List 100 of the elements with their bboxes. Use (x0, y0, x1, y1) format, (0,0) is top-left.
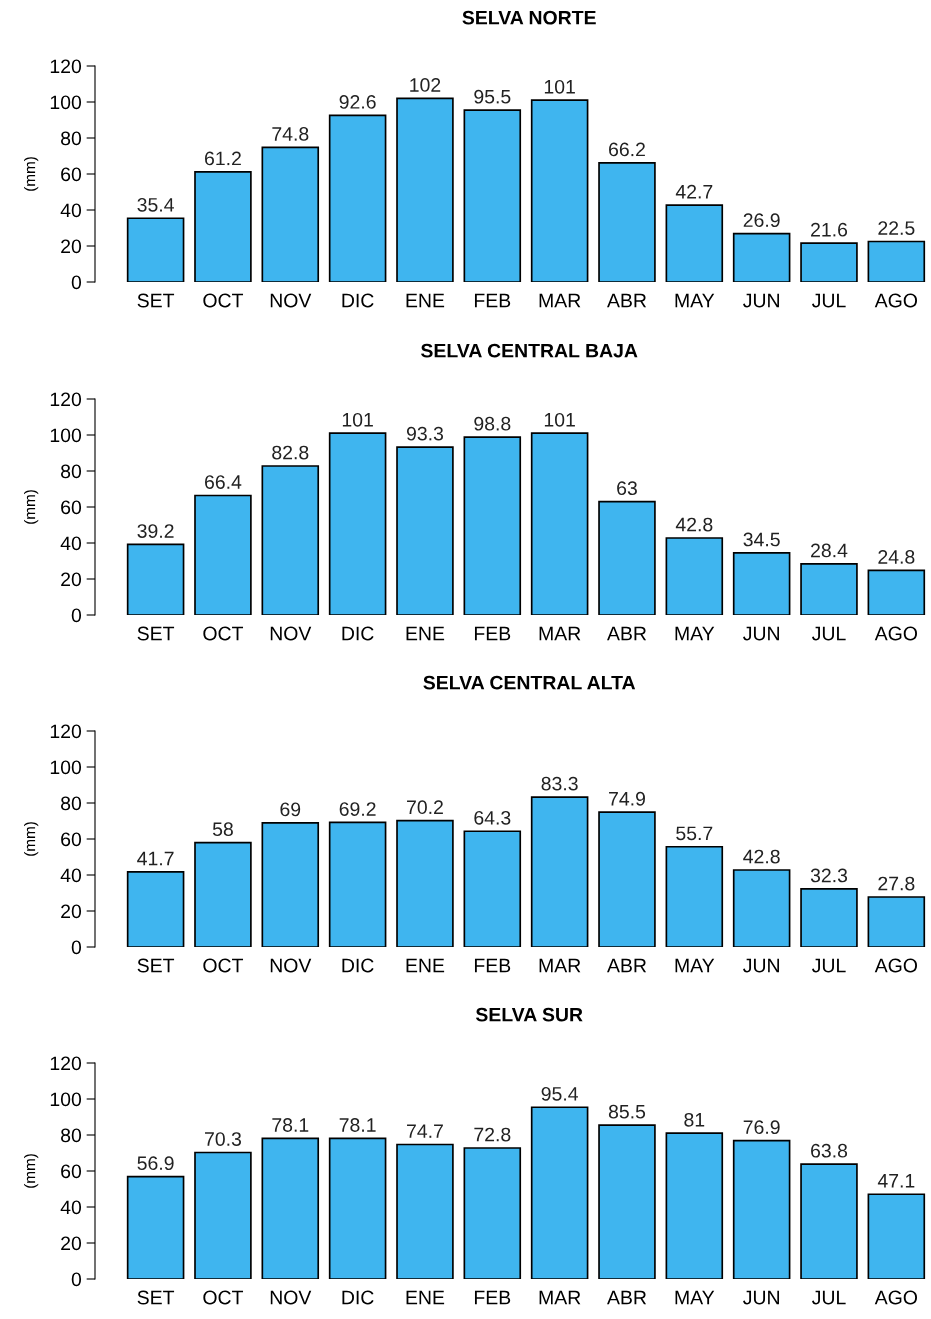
x-tick-label: JUN (743, 958, 779, 973)
bar (328, 1137, 387, 1279)
bar (530, 432, 589, 615)
y-tick-label: 80 (61, 1128, 82, 1143)
data-label: 69 (280, 802, 301, 817)
x-tick-label: AGO (874, 958, 918, 973)
data-label: 74.7 (407, 1124, 443, 1138)
y-tick-label: 100 (50, 760, 82, 775)
y-tick-label: 20 (61, 904, 82, 919)
bar (328, 114, 387, 282)
bar (665, 537, 724, 615)
data-label: 66.2 (609, 142, 645, 157)
chart-title: SELVA CENTRAL BAJA (420, 343, 638, 358)
data-label: 70.3 (205, 1132, 242, 1146)
x-tick-label: NOV (270, 626, 312, 641)
y-tick-label: 80 (61, 796, 82, 811)
x-tick-label: JUL (812, 958, 846, 973)
x-tick-label: DIC (342, 958, 374, 973)
y-axis-title: (mm) (24, 822, 39, 856)
bar (194, 1151, 252, 1279)
bar (665, 845, 724, 947)
y-tick-label: 120 (50, 392, 82, 407)
data-label: 56.9 (137, 1156, 174, 1171)
y-tick-label: 80 (61, 464, 82, 479)
data-label: 69.2 (339, 802, 376, 816)
y-tick-label: 120 (50, 59, 82, 74)
data-label: 58 (212, 822, 233, 837)
data-label: 34.5 (743, 532, 780, 547)
bar (800, 563, 858, 615)
data-label: 95.5 (474, 89, 511, 104)
data-label: 85.5 (608, 1104, 646, 1119)
x-tick-label: OCT (203, 1290, 244, 1305)
x-tick-label: FEB (474, 958, 511, 973)
data-label: 98.8 (474, 416, 511, 431)
x-tick-label: DIC (342, 1290, 374, 1305)
bar (261, 465, 320, 615)
x-tick-label: FEB (474, 293, 511, 308)
x-tick-label: AGO (874, 1290, 918, 1305)
bar (732, 1139, 791, 1279)
x-tick-label: ABR (607, 958, 647, 973)
x-tick-label: JUL (812, 293, 846, 308)
bar (530, 796, 589, 947)
x-tick-label: SET (137, 958, 175, 973)
x-tick-label: AGO (874, 626, 918, 641)
x-tick-label: ABR (607, 293, 647, 308)
bar (732, 869, 791, 947)
bar (261, 146, 320, 282)
bar (598, 500, 656, 615)
data-label: 82.8 (272, 445, 309, 460)
bar (463, 1147, 522, 1279)
x-tick-label: ENE (406, 293, 445, 308)
bar (328, 821, 387, 947)
x-tick-label: SET (137, 1290, 175, 1305)
y-tick-label: 20 (61, 1236, 82, 1251)
data-label: 64.3 (474, 810, 511, 825)
data-label: 95.4 (541, 1086, 578, 1101)
y-axis-title: (mm) (24, 490, 39, 524)
data-label: 61.2 (205, 151, 241, 166)
y-axis-title: (mm) (24, 157, 39, 191)
y-tick-label: 0 (71, 608, 82, 623)
y-axis-title: (mm) (24, 1154, 39, 1188)
bar (261, 1137, 320, 1279)
x-tick-label: OCT (203, 626, 244, 641)
x-tick-label: MAR (539, 626, 581, 641)
x-tick-label: ENE (406, 626, 445, 641)
bar (463, 109, 522, 282)
bar (598, 811, 656, 947)
data-label: 81 (684, 1112, 705, 1127)
bar (665, 1132, 724, 1279)
x-tick-label: MAY (675, 293, 715, 308)
data-label: 39.2 (137, 524, 174, 538)
data-label: 74.9 (609, 791, 645, 806)
x-tick-label: JUL (812, 1290, 846, 1305)
chart-title: SELVA CENTRAL ALTA (423, 675, 636, 690)
data-label: 93.3 (406, 426, 444, 441)
bar (800, 242, 858, 282)
data-label: 78.1 (339, 1118, 376, 1132)
data-label: 101 (544, 412, 575, 427)
x-tick-label: MAY (675, 1290, 715, 1305)
bar (194, 841, 252, 947)
data-label: 42.7 (675, 184, 713, 199)
x-tick-label: AGO (874, 293, 918, 308)
x-tick-label: DIC (342, 626, 374, 641)
y-tick-label: 60 (61, 1164, 82, 1179)
y-tick-label: 40 (60, 1200, 82, 1215)
x-tick-label: FEB (474, 626, 511, 641)
bar (867, 1193, 926, 1279)
bar (396, 1143, 454, 1279)
data-label: 47.1 (877, 1174, 915, 1188)
y-tick-label: 120 (50, 1056, 82, 1071)
bar (396, 446, 454, 615)
y-tick-label: 100 (50, 1092, 82, 1107)
bar (530, 1106, 589, 1279)
y-tick-label: 0 (71, 275, 82, 290)
bar (194, 171, 252, 282)
data-label: 42.8 (743, 849, 780, 864)
x-tick-label: MAY (675, 958, 715, 973)
data-label: 78.1 (272, 1118, 309, 1132)
data-label: 76.9 (743, 1120, 780, 1135)
y-tick-label: 40 (60, 536, 82, 551)
